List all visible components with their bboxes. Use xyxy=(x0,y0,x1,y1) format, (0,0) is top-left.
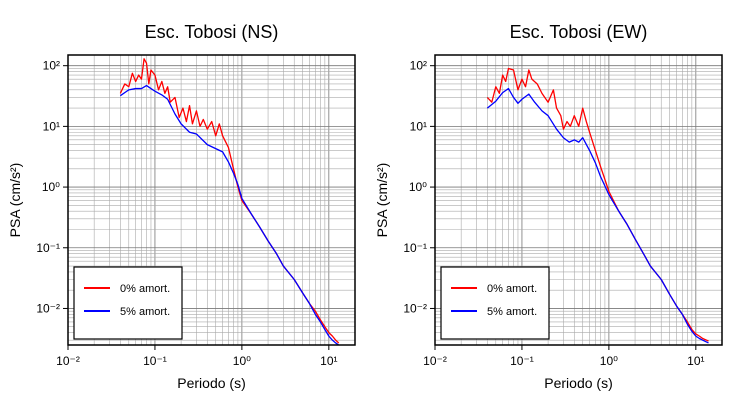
y-tick-label: 10⁰ xyxy=(409,180,427,194)
chart-panel-ns: 10⁻² 10⁻¹ 10⁰ 10¹ 10⁻² 10⁻¹ 10⁰ 10¹ 10² Esc. Tobo… xyxy=(7,22,356,391)
series-line-amort-5 xyxy=(119,84,340,346)
y-tick-label: 10⁻² xyxy=(36,301,60,315)
legend-entry-label: 0% amort. xyxy=(487,283,537,295)
x-tick-label: 10⁻¹ xyxy=(143,354,167,368)
x-tick-label: 10⁰ xyxy=(233,354,251,368)
x-tick-label: 10⁻¹ xyxy=(510,354,534,368)
chart-panel-ew: 10⁻² 10⁻¹ 10⁰ 10¹ 10⁻² 10⁻¹ 10⁰ 10¹ 10² Esc. Tobo… xyxy=(374,22,723,391)
y-axis-label: PSA (cm/s²) xyxy=(7,163,23,238)
y-tick-label: 10⁰ xyxy=(42,180,60,194)
legend-entry-label: 5% amort. xyxy=(120,306,170,318)
y-tick-label: 10⁻¹ xyxy=(403,241,427,255)
x-tick-label: 10⁻² xyxy=(56,354,80,368)
y-tick-label: 10¹ xyxy=(43,119,60,133)
y-tick-label: 10² xyxy=(410,59,427,73)
legend-entry-label: 5% amort. xyxy=(487,306,537,318)
y-tick-label: 10² xyxy=(43,59,60,73)
legend-box xyxy=(73,266,183,340)
grid xyxy=(67,55,356,345)
x-tick-label: 10⁻² xyxy=(423,354,447,368)
x-tick-label: 10⁰ xyxy=(600,354,618,368)
legend: 0% amort. 5% amort. xyxy=(440,266,550,340)
x-tick-label: 10¹ xyxy=(687,354,704,368)
x-axis-label: Periodo (s) xyxy=(177,375,245,391)
y-tick-label: 10⁻² xyxy=(403,301,427,315)
y-axis-label: PSA (cm/s²) xyxy=(374,163,390,238)
legend: 0% amort. 5% amort. xyxy=(73,266,183,340)
plot-frame xyxy=(434,54,723,346)
legend-entry-label: 0% amort. xyxy=(120,283,170,295)
chart-title: Esc. Tobosi (EW) xyxy=(510,22,648,42)
x-tick-label: 10¹ xyxy=(320,354,337,368)
chart-title: Esc. Tobosi (NS) xyxy=(145,22,279,42)
y-tick-label: 10¹ xyxy=(410,119,427,133)
legend-box xyxy=(440,266,550,340)
plot-frame xyxy=(67,54,356,346)
y-tick-label: 10⁻¹ xyxy=(36,241,60,255)
series-line-amort-5 xyxy=(486,87,709,344)
x-axis-label: Periodo (s) xyxy=(544,375,612,391)
